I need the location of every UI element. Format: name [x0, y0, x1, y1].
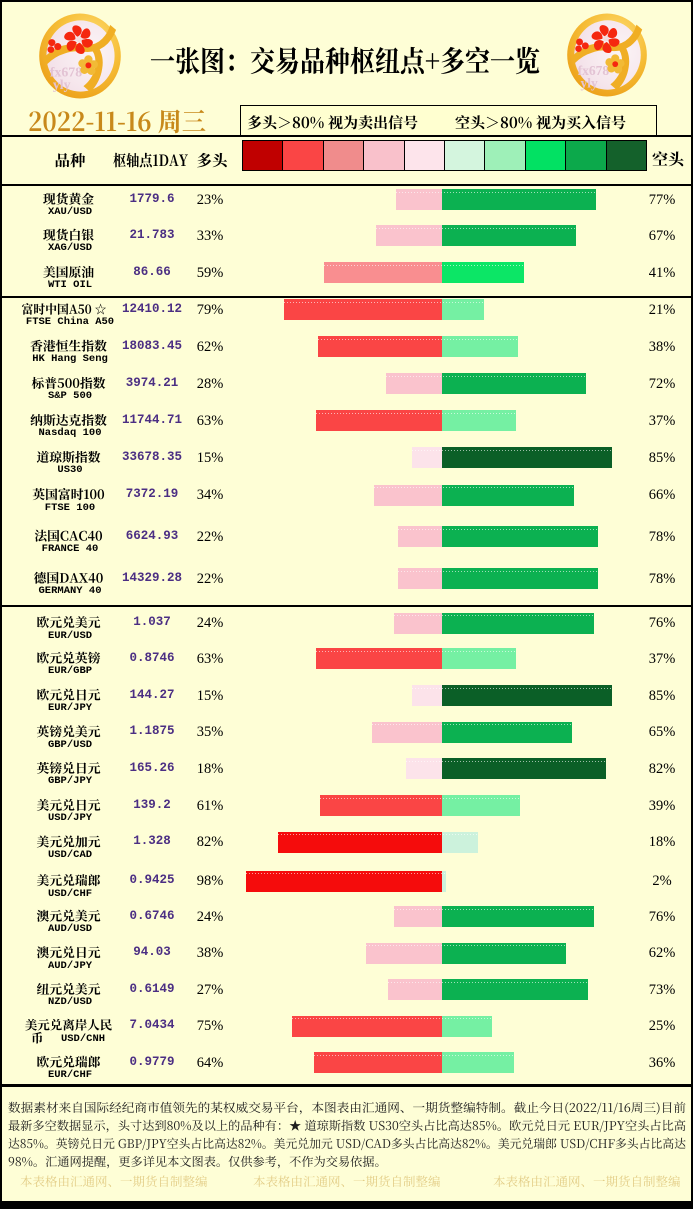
- svg-text:yly: yly: [581, 75, 599, 90]
- svg-text:fx678: fx678: [50, 64, 82, 79]
- svg-text:yly: yly: [53, 77, 71, 92]
- svg-text:fx678: fx678: [578, 63, 610, 78]
